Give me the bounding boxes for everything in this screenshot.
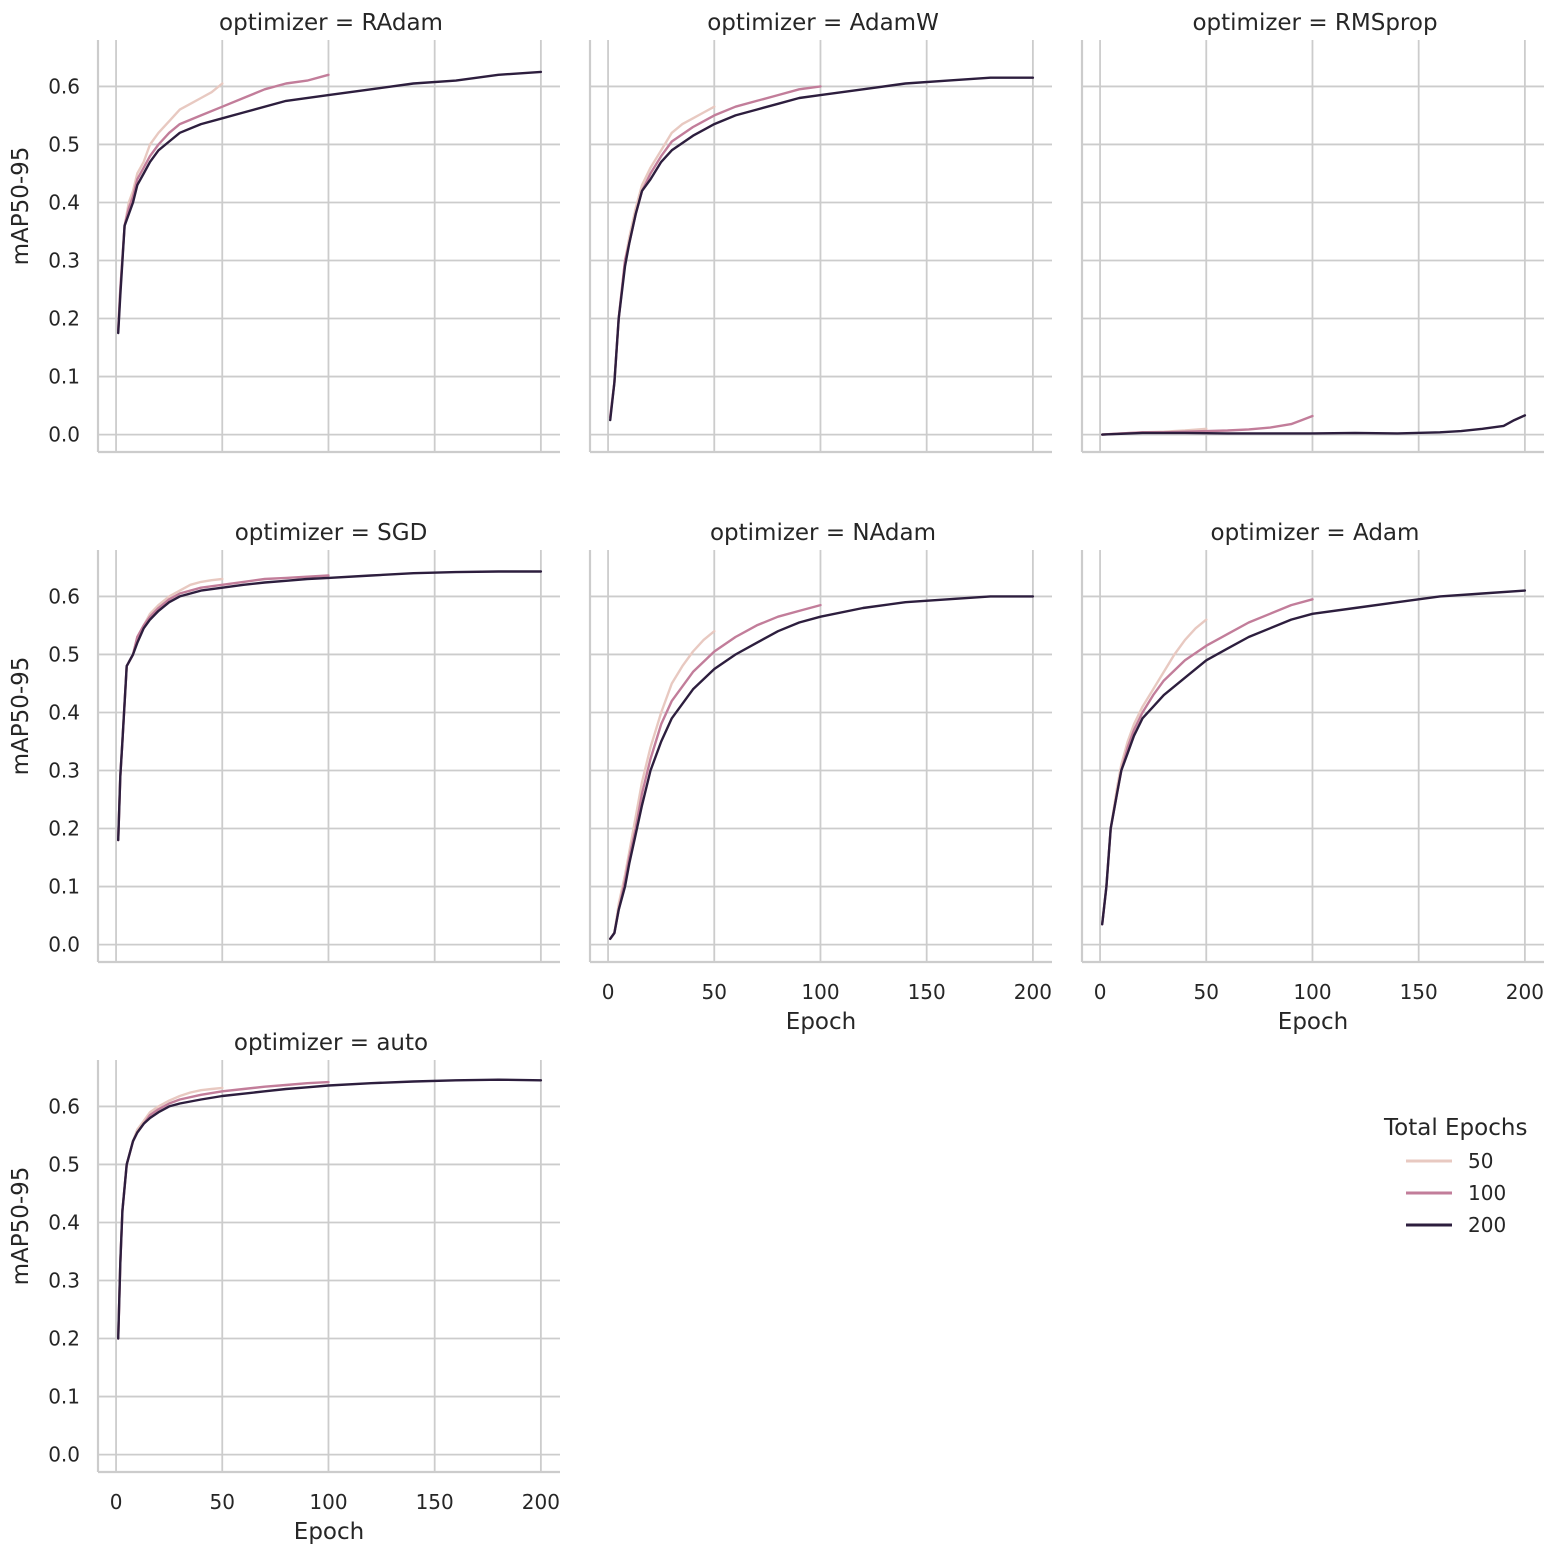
x-tick-label: 100 [309, 1490, 347, 1514]
x-tick-label: 150 [1400, 980, 1438, 1004]
x-tick-label: 150 [416, 1490, 454, 1514]
y-tick-label: 0.1 [48, 365, 80, 389]
panel-4: optimizer = NAdam 0 50 100 150 200 Epoch [588, 520, 1052, 1035]
series-line-100 [1100, 598, 1314, 926]
y-tick-label: 0.3 [48, 759, 80, 783]
x-axis-label: Epoch [786, 1009, 856, 1035]
series-line-50 [116, 1086, 224, 1340]
y-tick-label: 0.4 [48, 700, 80, 724]
x-tick-label: 200 [1506, 980, 1544, 1004]
panel-0: optimizer = RAdam 0.0 0.1 0.2 0.3 0.4 0.5 0.6 mA… [8, 10, 560, 454]
legend-title: Total Epochs [1383, 1115, 1527, 1141]
panel-title: optimizer = RAdam [219, 10, 443, 36]
y-tick-label: 0.6 [48, 74, 80, 98]
y-tick-label: 0.1 [48, 1385, 80, 1409]
x-axis-label: Epoch [1278, 1009, 1348, 1035]
y-tick-label: 0.0 [48, 1443, 80, 1467]
series-line-200 [116, 70, 543, 335]
series-line-100 [1100, 414, 1314, 436]
series-line-200 [609, 595, 1035, 940]
series-line-50 [116, 82, 224, 332]
panel-1: optimizer = AdamW [588, 10, 1052, 454]
x-tick-label: 150 [908, 980, 946, 1004]
legend-label-50: 50 [1468, 1149, 1493, 1173]
x-tick-label: 200 [522, 1490, 560, 1514]
y-tick-label: 0.3 [48, 249, 80, 273]
y-axis-label: mAP50-95 [8, 1167, 34, 1286]
panel-3: optimizer = SGD 0.0 0.1 0.2 0.3 0.4 0.5 0.6 mAP5… [8, 520, 560, 964]
series-line-200 [1100, 589, 1527, 926]
panel-title: optimizer = NAdam [710, 520, 936, 546]
series-line-50 [1100, 618, 1208, 926]
y-tick-label: 0.1 [48, 875, 80, 899]
x-tick-label: 0 [110, 1490, 123, 1514]
y-axis-label: mAP50-95 [8, 657, 34, 776]
y-tick-label: 0.6 [48, 584, 80, 608]
legend-entry-200: 200 [1406, 1213, 1506, 1237]
series-line-200 [1100, 414, 1527, 436]
legend-label-200: 200 [1468, 1213, 1506, 1237]
x-tick-label: 50 [210, 1490, 235, 1514]
y-tick-label: 0.0 [48, 933, 80, 957]
series-line-200 [609, 76, 1035, 422]
y-tick-label: 0.5 [48, 642, 80, 666]
panel-title: optimizer = RMSprop [1192, 10, 1437, 36]
panel-title: optimizer = auto [234, 1030, 428, 1056]
y-tick-label: 0.2 [48, 1327, 80, 1351]
y-tick-label: 0.6 [48, 1094, 80, 1118]
y-tick-label: 0.0 [48, 423, 80, 447]
series-line-100 [609, 85, 822, 419]
series-line-50 [116, 577, 224, 842]
legend-entry-50: 50 [1406, 1149, 1493, 1173]
x-tick-label: 50 [702, 980, 727, 1004]
x-tick-label: 0 [602, 980, 615, 1004]
facet-panels: optimizer = RAdam 0.0 0.1 0.2 0.3 0.4 0.5 0.6 mA… [8, 10, 1544, 1545]
y-tick-label: 0.3 [48, 1269, 80, 1293]
panel-6: optimizer = auto 0.0 0.1 0.2 0.3 0.4 0.5 0.6 mAP… [8, 1030, 560, 1545]
panel-2: optimizer = RMSprop [1080, 10, 1544, 454]
x-axis-label: Epoch [294, 1519, 364, 1545]
series-line-100 [116, 1080, 330, 1340]
panel-title: optimizer = Adam [1211, 520, 1420, 546]
x-tick-label: 100 [801, 980, 839, 1004]
x-tick-label: 0 [1094, 980, 1107, 1004]
panel-title: optimizer = AdamW [707, 10, 939, 36]
y-axis-label: mAP50-95 [8, 147, 34, 266]
y-tick-label: 0.4 [48, 1210, 80, 1234]
x-tick-label: 100 [1293, 980, 1331, 1004]
x-tick-label: 200 [1014, 980, 1052, 1004]
x-tick-label: 50 [1194, 980, 1219, 1004]
legend-entry-100: 100 [1406, 1181, 1506, 1205]
y-tick-label: 0.5 [48, 132, 80, 156]
series-line-100 [116, 73, 330, 332]
y-tick-label: 0.2 [48, 307, 80, 331]
series-line-50 [609, 630, 716, 940]
legend: Total Epochs 50 100 200 [1383, 1115, 1527, 1237]
legend-label-100: 100 [1468, 1181, 1506, 1205]
series-line-200 [116, 1078, 543, 1340]
y-tick-label: 0.5 [48, 1152, 80, 1176]
panel-5: optimizer = Adam 0 50 100 150 200 Epoch [1080, 520, 1544, 1035]
series-line-200 [116, 570, 543, 842]
y-tick-label: 0.4 [48, 190, 80, 214]
panel-title: optimizer = SGD [235, 520, 428, 546]
y-tick-label: 0.2 [48, 817, 80, 841]
